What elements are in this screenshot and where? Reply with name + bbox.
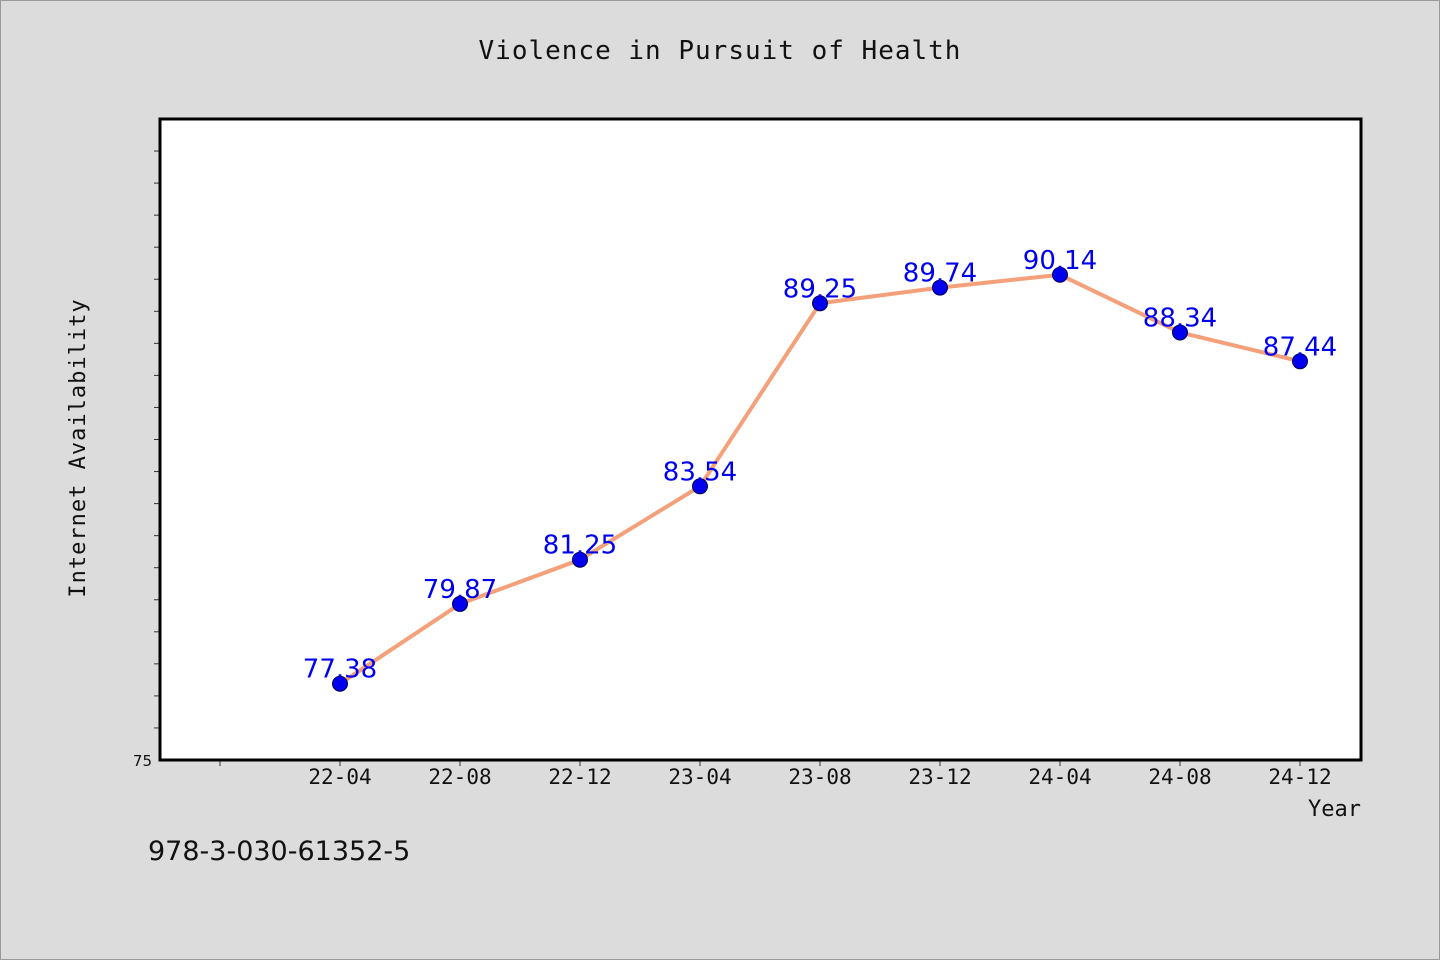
data-label: 88.34 xyxy=(1143,303,1217,333)
data-point xyxy=(1052,266,1068,283)
x-tick-label: 23-08 xyxy=(788,765,851,789)
x-tick-label: 22-12 xyxy=(548,765,611,789)
x-tick-label: 24-12 xyxy=(1268,765,1331,789)
data-point xyxy=(1172,324,1188,341)
data-point xyxy=(572,551,588,568)
y-axis-label: Internet Availability xyxy=(66,298,91,597)
chart-title: Violence in Pursuit of Health xyxy=(478,36,962,66)
data-point xyxy=(692,478,708,495)
data-point xyxy=(812,295,828,312)
x-tick-label: 24-08 xyxy=(1148,765,1211,789)
data-label: 79.87 xyxy=(423,575,497,605)
x-tick-label: 24-04 xyxy=(1028,765,1091,789)
data-label: 83.54 xyxy=(663,457,737,487)
plot-area xyxy=(160,119,1361,760)
data-label: 81.25 xyxy=(543,531,617,561)
x-tick-label: 23-04 xyxy=(668,765,731,789)
data-label: 77.38 xyxy=(303,655,377,685)
x-tick-label: 23-12 xyxy=(908,765,971,789)
data-point xyxy=(452,595,468,612)
data-point xyxy=(932,279,948,296)
data-point xyxy=(1292,353,1308,370)
x-tick-label: 22-04 xyxy=(308,765,371,789)
footer-isbn: 978-3-030-61352-5 xyxy=(148,836,411,867)
x-tick-label: 22-08 xyxy=(428,765,491,789)
x-axis-label: Year xyxy=(1308,797,1361,822)
plot-border xyxy=(158,117,1363,762)
data-label: 90.14 xyxy=(1023,246,1097,276)
data-label: 89.25 xyxy=(783,274,857,304)
data-point xyxy=(332,675,348,692)
data-label: 87.44 xyxy=(1263,332,1337,362)
y-tick-label: 75 xyxy=(133,752,152,770)
data-label: 89.74 xyxy=(903,259,977,289)
